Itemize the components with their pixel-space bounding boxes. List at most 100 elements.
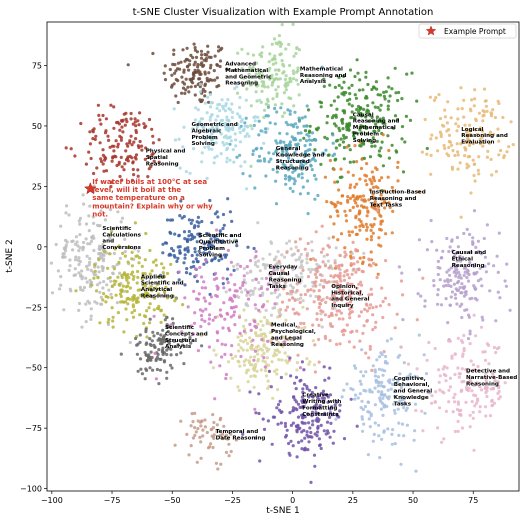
data-point	[136, 249, 140, 253]
data-point	[192, 289, 196, 293]
data-point	[378, 93, 383, 97]
data-point	[192, 226, 196, 230]
data-point	[345, 268, 349, 273]
data-point	[284, 81, 288, 85]
data-point	[249, 328, 253, 332]
data-point	[185, 46, 189, 50]
data-point	[348, 233, 352, 237]
data-point	[261, 291, 265, 295]
data-point	[271, 57, 276, 61]
data-point	[124, 149, 128, 153]
data-point	[172, 82, 176, 86]
data-point	[414, 469, 418, 473]
data-point	[78, 260, 82, 264]
data-point	[453, 153, 457, 158]
data-point	[379, 407, 383, 411]
data-point	[101, 148, 105, 152]
data-point	[232, 310, 237, 314]
data-point	[351, 173, 355, 177]
data-point	[236, 335, 240, 339]
data-point	[396, 407, 400, 411]
data-point	[283, 421, 287, 426]
data-point	[483, 405, 488, 409]
data-point	[194, 257, 198, 261]
data-point	[306, 275, 311, 279]
data-point	[396, 165, 400, 169]
data-point	[63, 255, 67, 259]
data-point	[142, 314, 147, 318]
data-point	[335, 412, 339, 417]
data-point	[360, 417, 364, 421]
data-point	[314, 275, 319, 280]
data-point	[246, 304, 250, 308]
data-point	[302, 398, 306, 402]
data-point	[284, 74, 288, 78]
data-point	[313, 272, 317, 276]
data-point	[286, 278, 291, 282]
data-point	[369, 414, 373, 418]
data-point	[293, 398, 297, 402]
data-point	[498, 296, 502, 300]
data-point	[283, 351, 287, 355]
data-point	[357, 282, 361, 286]
data-point	[298, 255, 302, 259]
data-point	[117, 122, 121, 126]
data-point	[443, 146, 447, 150]
data-point	[369, 179, 373, 183]
data-point	[207, 317, 211, 321]
data-point	[447, 249, 451, 254]
data-point	[365, 225, 369, 229]
data-point	[173, 138, 178, 142]
data-point	[391, 382, 395, 387]
data-point	[252, 246, 256, 251]
data-point	[440, 390, 444, 394]
data-point	[381, 164, 385, 168]
data-point	[208, 313, 212, 317]
data-point	[309, 257, 313, 261]
data-point	[497, 139, 501, 143]
data-point	[393, 442, 397, 446]
data-point	[355, 195, 359, 199]
data-point	[467, 313, 471, 317]
data-point	[248, 293, 252, 297]
x-tick-label: −50	[164, 496, 181, 505]
data-point	[434, 390, 438, 394]
data-point	[325, 137, 329, 141]
data-point	[275, 72, 279, 76]
data-point	[307, 421, 311, 425]
data-point	[157, 292, 161, 296]
data-point	[386, 379, 390, 383]
data-point	[134, 300, 139, 304]
data-point	[358, 140, 362, 144]
data-point	[460, 315, 464, 320]
data-point	[263, 369, 268, 373]
data-point	[101, 162, 105, 166]
data-point	[296, 415, 301, 419]
data-point	[299, 279, 303, 283]
data-point	[223, 352, 227, 356]
data-point	[237, 295, 241, 299]
data-point	[473, 97, 477, 101]
data-point	[429, 137, 433, 141]
data-point	[488, 414, 493, 418]
data-point	[265, 97, 270, 101]
data-point	[239, 119, 243, 124]
data-point	[476, 168, 480, 172]
data-point	[317, 323, 321, 327]
data-point	[283, 279, 287, 283]
data-point	[69, 147, 73, 151]
data-point	[253, 286, 257, 290]
data-point	[296, 353, 300, 357]
data-point	[291, 268, 295, 272]
data-point	[179, 60, 183, 64]
data-point	[157, 160, 161, 164]
data-point	[383, 206, 387, 210]
data-point	[300, 360, 304, 364]
data-point	[128, 141, 132, 145]
data-point	[166, 346, 170, 350]
data-point	[339, 311, 343, 315]
data-point	[312, 363, 317, 367]
data-point	[450, 239, 454, 243]
data-point	[163, 78, 168, 82]
data-point	[346, 273, 350, 277]
